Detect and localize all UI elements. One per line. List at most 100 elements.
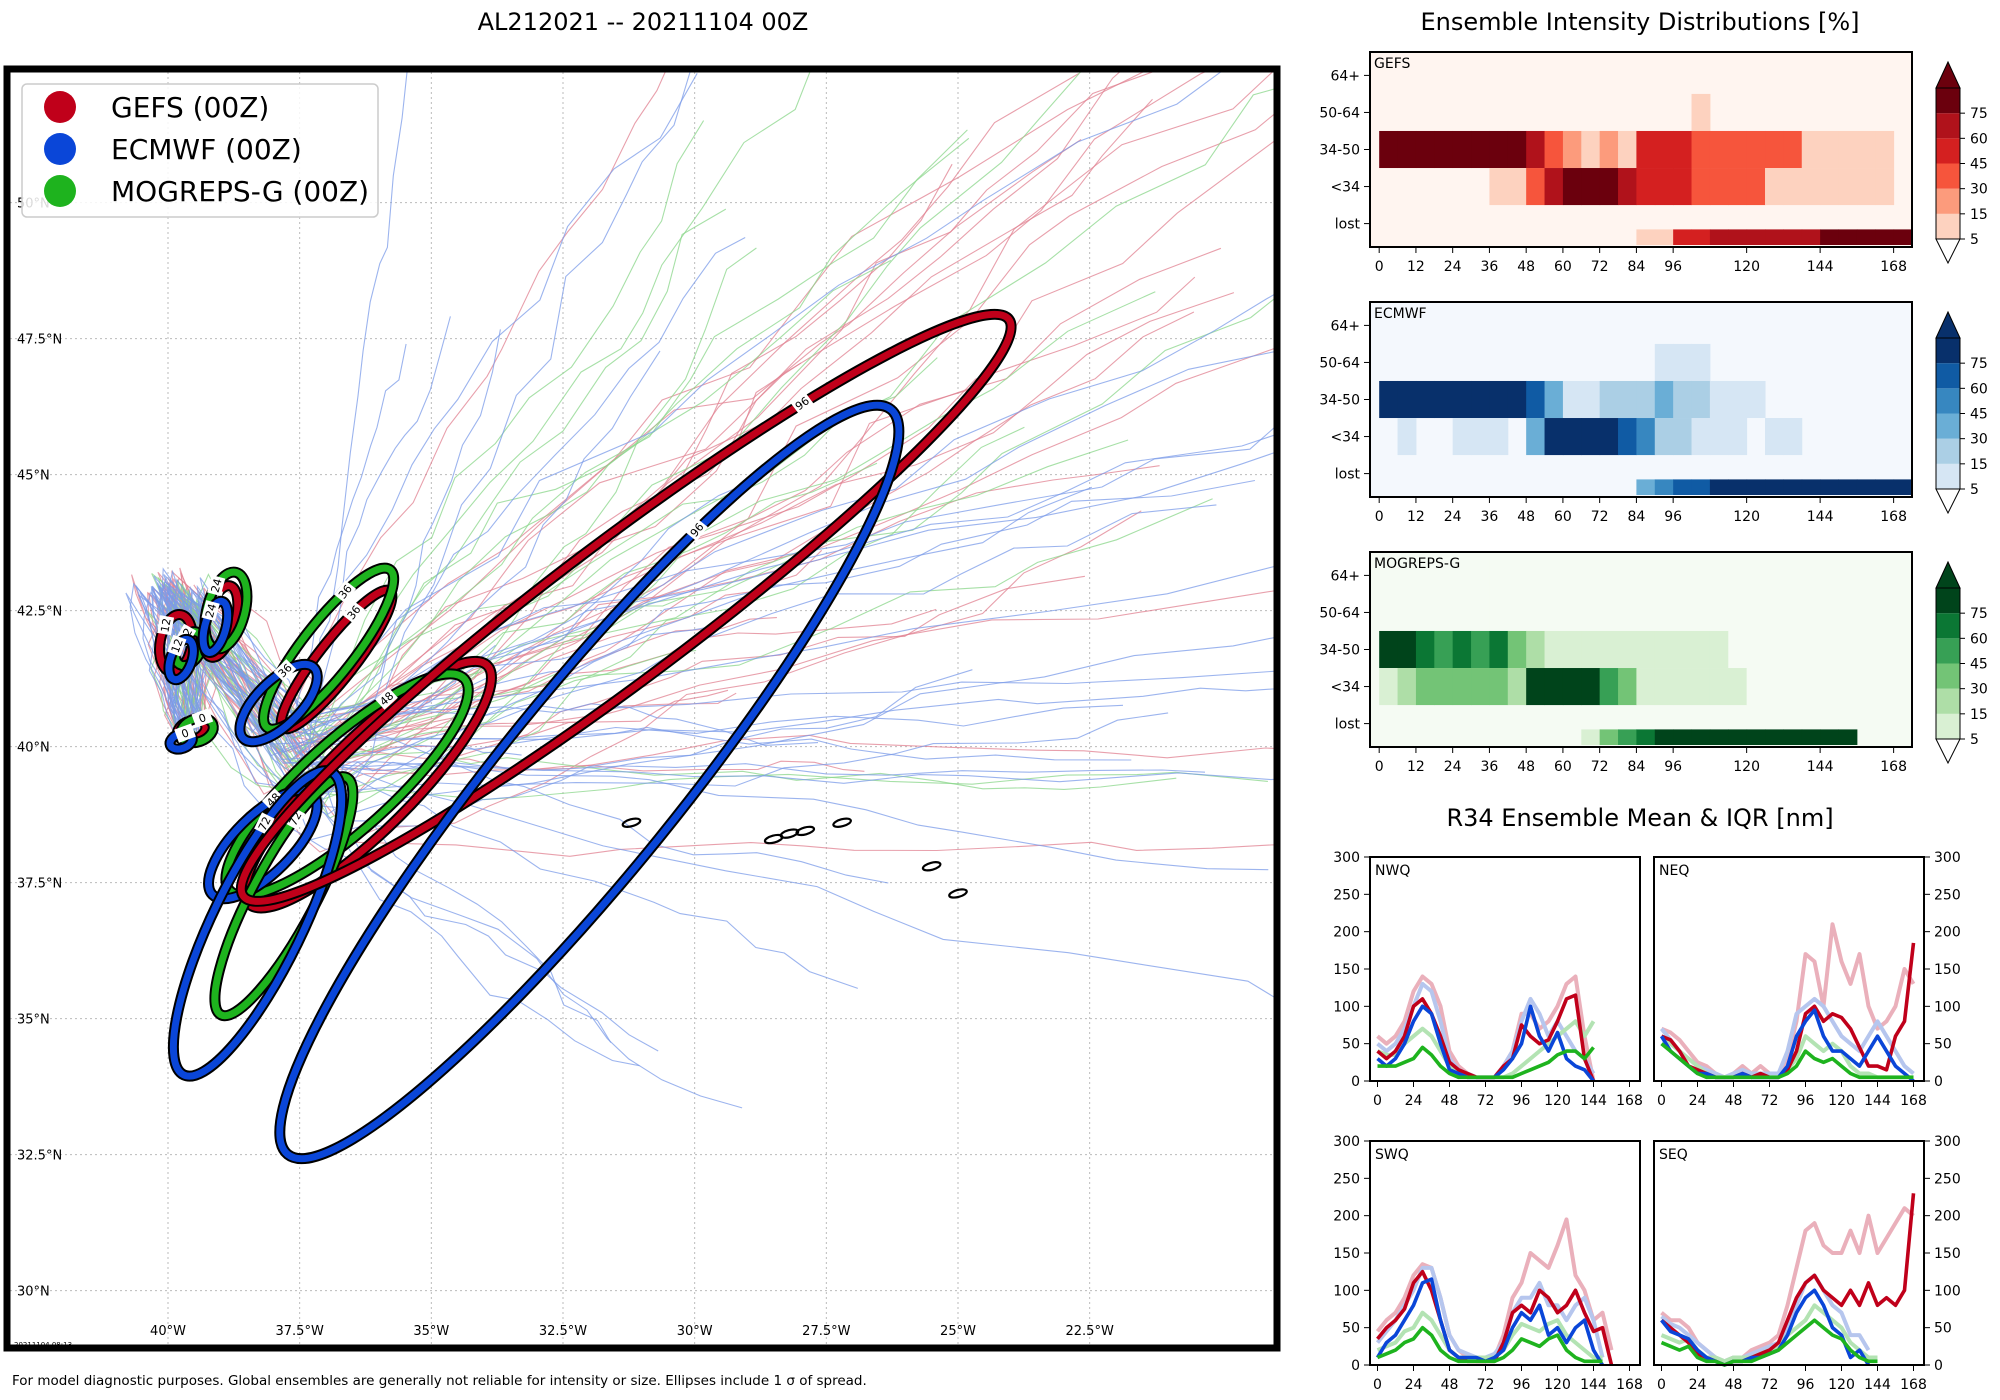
r34-ytick-label: 200	[1934, 925, 1961, 941]
r34-line-mogreps	[1660, 1318, 1878, 1367]
r34-bg	[1370, 857, 1640, 1081]
lat-tick-label: 32.5°N	[17, 1149, 62, 1164]
lon-tick-label: 40°W	[150, 1324, 186, 1339]
colorbar-arrow-bottom	[1935, 488, 1961, 515]
heatmap-cell	[1765, 729, 1784, 745]
heatmap-cell	[1526, 593, 1546, 631]
heatmap-xtick-label: 120	[1733, 259, 1760, 275]
r34-ytick-label: 250	[1934, 1171, 1961, 1187]
heatmap-cell	[1581, 556, 1601, 594]
heatmap-cell	[1526, 168, 1546, 206]
map-tick-labels: 30°N 32.5°N 35°N 37.5°N 40°N 42.5°N 45°N 47.5°N…	[17, 197, 1114, 1339]
heatmap-cell	[1397, 630, 1417, 669]
heatmap-cell	[1838, 479, 1858, 495]
heatmap-cell	[1783, 418, 1803, 456]
track-line	[167, 427, 1274, 744]
heatmap-cell	[1636, 229, 1656, 245]
heatmap-cell	[1379, 130, 1399, 169]
heatmap-cell	[1618, 380, 1637, 419]
heatmap-cell	[1379, 668, 1399, 706]
colorbar-tick-label: 45	[1970, 407, 1988, 423]
heatmap-cell	[1507, 168, 1527, 206]
heatmap-frame	[1369, 301, 1913, 498]
ellipse-mogreps-0: 0	[175, 708, 219, 749]
heatmap-cell	[1379, 556, 1399, 594]
r34-xtick-label: 144	[1864, 1377, 1891, 1393]
heatmap-cell	[1801, 729, 1821, 745]
heatmap-cell	[1397, 593, 1417, 631]
ellipse-ecmwf-12: 12	[163, 633, 199, 686]
r34-ytick-label: 150	[1934, 962, 1961, 978]
r34-line-ecmwf_light	[1660, 1273, 1871, 1364]
r34-ytick-label: 0	[1351, 1074, 1360, 1090]
ellipse-ecmwf-48: 48	[203, 784, 323, 905]
colorbar-segment	[1936, 413, 1960, 439]
heatmap-row-label: 34-50	[1319, 143, 1360, 159]
heatmap-cell	[1783, 729, 1803, 745]
r34-xtick-label: 24	[1405, 1093, 1423, 1109]
heatmap-cell	[1507, 380, 1527, 419]
heatmap-cell	[1728, 168, 1748, 206]
r34-ytick-label: 150	[1934, 1246, 1961, 1262]
r34-xtick-label: 120	[1828, 1377, 1855, 1393]
r34-xtick-label: 72	[1761, 1093, 1779, 1109]
ellipse-label-bg	[191, 708, 214, 728]
r34-line-ecmwf	[1659, 1008, 1915, 1083]
heatmap-cell	[1728, 418, 1748, 456]
track-line	[151, 351, 1274, 757]
heatmap-cell	[1415, 130, 1435, 169]
r34-xtick-label: 0	[1373, 1377, 1382, 1393]
colorbar-tick-label: 60	[1970, 631, 1988, 647]
r34-title: R34 Ensemble Mean & IQR [nm]	[1446, 804, 1833, 832]
heatmap-cell	[1544, 630, 1564, 669]
heatmap-cell	[1507, 668, 1527, 706]
track-line	[148, 276, 1196, 754]
spread-ellipses: 00012121224242436363648484872729696	[154, 308, 1017, 1165]
heatmap-cell	[1507, 630, 1527, 669]
heatmap-cell	[1489, 593, 1509, 631]
r34-ytick-label: 0	[1351, 1358, 1360, 1374]
heatmap-cell	[1783, 229, 1803, 245]
heatmap-cell	[1728, 229, 1748, 245]
heatmap-xtick-label: 84	[1627, 759, 1645, 775]
lon-tick-label: 22.5°W	[1066, 1324, 1114, 1339]
heatmap-cell	[1434, 630, 1454, 669]
heatmap-cell	[1379, 593, 1399, 631]
heatmap-cell	[1618, 593, 1637, 631]
heatmap-cell	[1397, 130, 1417, 169]
heatmap-cell	[1526, 630, 1546, 669]
heatmap-cell	[1489, 630, 1509, 669]
heatmap-cell	[1838, 556, 1858, 594]
heatmap-cell	[1691, 168, 1711, 206]
heatmap-cell	[1875, 479, 1895, 495]
legend-label-ecmwf: ECMWF (00Z)	[111, 133, 302, 166]
heatmap-cell	[1434, 380, 1454, 419]
lat-tick-label: 45°N	[17, 469, 50, 484]
ellipse-label-bg	[273, 659, 297, 682]
heatmap-cell	[1765, 556, 1784, 594]
ellipse-label-bg	[174, 723, 196, 743]
heatmap-cell	[1709, 729, 1729, 745]
lon-tick-label: 37.5°W	[276, 1324, 324, 1339]
heatmap-xtick-label: 12	[1407, 759, 1425, 775]
heatmap-cell	[1746, 479, 1766, 495]
heatmap-xtick-label: 60	[1554, 509, 1572, 525]
heatmap-cell	[1746, 729, 1766, 745]
heatmap-cell	[1599, 556, 1619, 594]
heatmap-cell	[1691, 130, 1711, 169]
heatmap-cell	[1728, 380, 1748, 419]
heatmap-cell	[1673, 130, 1693, 169]
heatmap-cell	[1728, 630, 1748, 669]
heatmap-cell	[1636, 168, 1656, 206]
heatmap-cell	[1526, 418, 1546, 456]
heatmap-cell	[1471, 556, 1490, 594]
heatmap-cell	[1654, 556, 1674, 594]
ellipse-label-text: 0	[197, 711, 208, 726]
heatmap-cell	[1875, 229, 1895, 245]
heatmap-cell	[1783, 593, 1803, 631]
r34-ytick-label: 150	[1333, 962, 1360, 978]
heatmap-cell	[1618, 668, 1637, 706]
r34-xtick-label: 96	[1513, 1093, 1531, 1109]
